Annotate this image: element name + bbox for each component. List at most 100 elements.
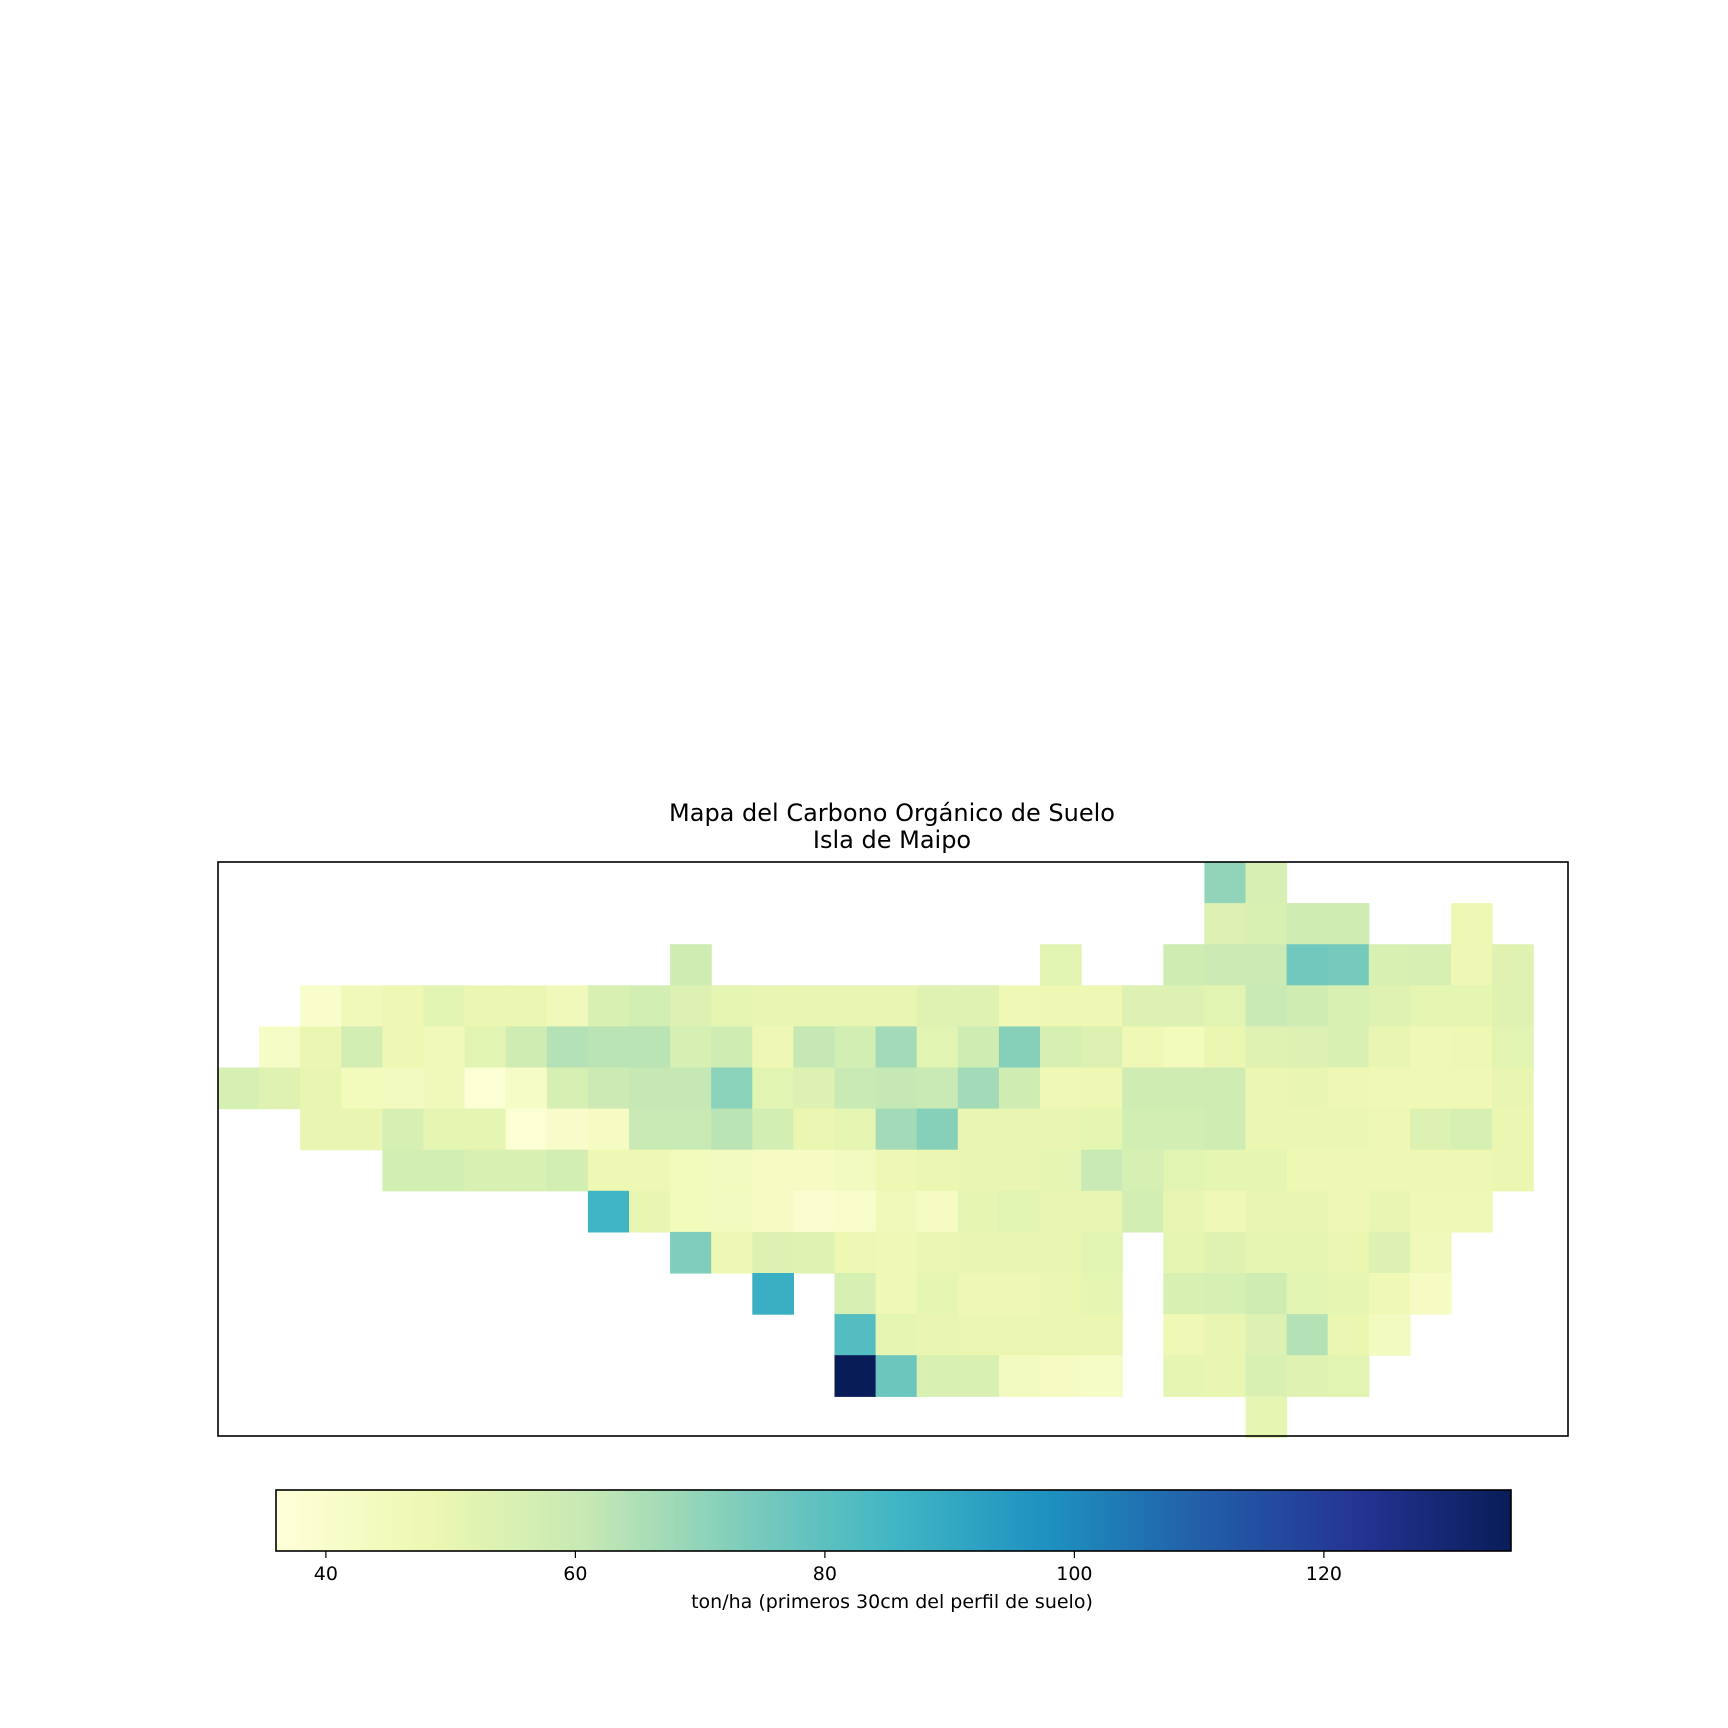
heatmap-cell xyxy=(1409,1067,1452,1110)
heatmap-cell xyxy=(505,1067,548,1110)
heatmap-cell xyxy=(1451,1108,1493,1151)
heatmap-cell xyxy=(341,1108,383,1151)
heatmap-cells xyxy=(218,862,1534,1438)
heatmap-cell xyxy=(1409,1026,1452,1069)
heatmap-cell xyxy=(916,1067,959,1110)
heatmap-cell xyxy=(916,1314,959,1356)
heatmap-cell xyxy=(423,1149,466,1192)
heatmap-cell xyxy=(793,1190,836,1233)
heatmap-cell xyxy=(670,1149,712,1192)
heatmap-cell xyxy=(546,1149,589,1192)
heatmap-cell xyxy=(505,985,548,1027)
heatmap-cell xyxy=(957,1355,1000,1397)
heatmap-cell xyxy=(1245,1067,1288,1110)
heatmap-cell xyxy=(1245,903,1288,945)
heatmap-cell xyxy=(1327,1149,1370,1192)
heatmap-cell xyxy=(670,985,712,1027)
heatmap-cell xyxy=(1368,1190,1411,1233)
colorbar-tick-label: 100 xyxy=(1056,1563,1092,1585)
map-frame xyxy=(217,861,1569,1437)
heatmap-cell xyxy=(998,1108,1041,1151)
heatmap-cell xyxy=(957,1149,1000,1192)
heatmap-cell xyxy=(957,1026,1000,1069)
heatmap-cell xyxy=(1368,944,1411,986)
heatmap-cell xyxy=(1040,1190,1082,1233)
heatmap-cell xyxy=(711,1108,753,1151)
heatmap-cell xyxy=(1245,1314,1288,1356)
heatmap-cell xyxy=(1451,903,1493,945)
heatmap-cell xyxy=(1286,903,1329,945)
heatmap-cell xyxy=(464,1108,507,1151)
heatmap-cell xyxy=(834,1026,877,1069)
heatmap-cell xyxy=(546,1026,589,1069)
heatmap-cell xyxy=(382,1108,425,1151)
heatmap-cell xyxy=(957,1314,1000,1356)
heatmap-cell xyxy=(1163,1108,1205,1151)
heatmap-cell xyxy=(1163,1355,1205,1397)
heatmap-cell xyxy=(1204,1355,1247,1397)
heatmap-cell xyxy=(629,1067,671,1110)
heatmap-cell xyxy=(711,1231,753,1274)
heatmap-cell xyxy=(916,1149,959,1192)
heatmap-cell xyxy=(1081,1149,1123,1192)
heatmap-cell xyxy=(1204,903,1247,945)
heatmap-cell xyxy=(629,1108,671,1151)
heatmap-cell xyxy=(1081,985,1123,1027)
heatmap-cell xyxy=(1245,985,1288,1027)
heatmap-cell xyxy=(1040,1314,1082,1356)
heatmap-cell xyxy=(1040,1355,1082,1397)
heatmap-cell xyxy=(1368,1108,1411,1151)
heatmap-cell xyxy=(1451,1149,1493,1192)
heatmap-cell xyxy=(711,985,753,1027)
heatmap-cell xyxy=(752,1149,794,1192)
heatmap-cell xyxy=(752,985,794,1027)
heatmap-cell xyxy=(1040,1273,1082,1315)
heatmap-cell xyxy=(382,1026,425,1069)
heatmap-cell xyxy=(341,1067,383,1110)
heatmap-cell xyxy=(875,1273,918,1315)
heatmap-cell xyxy=(1492,985,1534,1027)
heatmap-cell xyxy=(998,1026,1041,1069)
heatmap-cell xyxy=(957,985,1000,1027)
heatmap-cell xyxy=(1081,1108,1123,1151)
heatmap-cell xyxy=(916,1231,959,1274)
heatmap-cell xyxy=(1081,1067,1123,1110)
heatmap-cell xyxy=(1040,944,1082,986)
heatmap-cell xyxy=(1327,1231,1370,1274)
heatmap-cell xyxy=(587,985,630,1027)
heatmap-cell xyxy=(752,1231,794,1274)
heatmap-cell xyxy=(1409,1273,1452,1315)
heatmap-cell xyxy=(629,1026,671,1069)
colorbar-tick-label: 80 xyxy=(813,1563,837,1585)
heatmap-cell xyxy=(1451,1190,1493,1233)
heatmap-cell xyxy=(793,1026,836,1069)
heatmap-cell xyxy=(505,1108,548,1151)
heatmap-cell xyxy=(875,1149,918,1192)
heatmap-cell xyxy=(587,1108,630,1151)
heatmap-cell xyxy=(587,1190,630,1233)
heatmap-cell xyxy=(1492,944,1534,986)
heatmap-cell xyxy=(1368,1067,1411,1110)
heatmap-cell xyxy=(1163,985,1205,1027)
heatmap-cell xyxy=(1409,985,1452,1027)
heatmap-cell xyxy=(670,1108,712,1151)
heatmap-cell xyxy=(546,985,589,1027)
heatmap-cell xyxy=(1492,1067,1534,1110)
heatmap-cell xyxy=(1368,1273,1411,1315)
heatmap-cell xyxy=(1451,1067,1493,1110)
heatmap-cell xyxy=(1409,1190,1452,1233)
heatmap-cell xyxy=(957,1067,1000,1110)
heatmap-cell xyxy=(341,985,383,1027)
heatmap-cell xyxy=(1204,1231,1247,1274)
heatmap-cell xyxy=(834,1149,877,1192)
heatmap-cell xyxy=(875,1108,918,1151)
heatmap-cell xyxy=(1122,985,1164,1027)
heatmap-cell xyxy=(1040,1067,1082,1110)
heatmap-cell xyxy=(1245,1355,1288,1397)
heatmap-cell xyxy=(1204,1026,1247,1069)
heatmap-cell xyxy=(1327,903,1370,945)
heatmap-cell xyxy=(1040,1108,1082,1151)
heatmap-cell xyxy=(259,1026,301,1069)
heatmap-cell xyxy=(1204,1190,1247,1233)
heatmap-cell xyxy=(752,1190,794,1233)
